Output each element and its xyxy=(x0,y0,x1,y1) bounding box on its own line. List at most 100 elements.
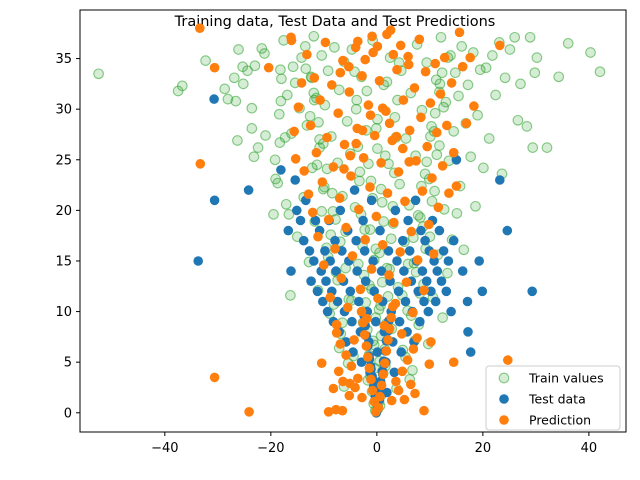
data-point xyxy=(280,198,292,210)
data-point xyxy=(273,108,285,120)
data-point xyxy=(451,208,463,219)
data-point xyxy=(300,63,312,75)
data-point xyxy=(393,167,404,177)
points-layer xyxy=(93,23,606,418)
data-point xyxy=(515,78,526,90)
data-point xyxy=(465,151,477,163)
data-point xyxy=(446,78,457,88)
data-point xyxy=(469,101,479,111)
data-point xyxy=(341,222,351,233)
legend-label: Train values xyxy=(528,371,604,386)
data-point xyxy=(244,407,254,417)
data-point xyxy=(364,224,376,235)
data-point xyxy=(448,235,459,246)
data-point xyxy=(228,72,240,84)
data-point xyxy=(365,110,376,120)
legend: Train values Test data Prediction xyxy=(485,365,621,431)
x-tick-label: −40 xyxy=(151,441,178,456)
legend-marker xyxy=(498,372,510,384)
data-point xyxy=(372,143,383,154)
data-point xyxy=(432,266,443,276)
data-point xyxy=(397,329,407,339)
data-point xyxy=(232,135,243,146)
data-point xyxy=(430,296,441,307)
data-point xyxy=(384,270,394,280)
data-point xyxy=(410,195,421,206)
data-point xyxy=(407,364,418,376)
data-point xyxy=(351,138,362,149)
y-tick-label: 20 xyxy=(55,204,72,219)
data-point xyxy=(380,358,390,369)
data-point xyxy=(403,59,414,70)
data-point xyxy=(287,61,299,73)
data-point xyxy=(382,29,392,40)
data-point xyxy=(346,361,357,372)
data-point xyxy=(358,153,369,163)
data-point xyxy=(230,95,242,107)
data-point xyxy=(430,58,441,69)
data-point xyxy=(290,175,301,185)
data-point xyxy=(502,225,513,236)
data-point xyxy=(363,100,374,110)
data-point xyxy=(400,133,412,144)
data-point xyxy=(361,341,372,351)
data-point xyxy=(354,175,365,187)
data-point xyxy=(361,85,373,97)
data-point xyxy=(366,195,377,206)
data-point xyxy=(339,164,349,174)
legend-label: Prediction xyxy=(529,413,591,428)
data-point xyxy=(357,125,368,136)
data-point xyxy=(303,189,314,199)
data-point xyxy=(259,48,270,59)
data-point xyxy=(403,215,413,226)
data-point xyxy=(308,30,320,42)
data-point xyxy=(275,64,286,76)
data-point xyxy=(344,390,355,401)
data-point xyxy=(430,74,442,86)
data-point xyxy=(437,312,448,323)
data-point xyxy=(378,216,390,227)
data-point xyxy=(427,173,437,183)
data-point xyxy=(319,260,329,270)
y-tick-label: 25 xyxy=(55,153,72,168)
data-point xyxy=(392,256,402,266)
data-point xyxy=(384,324,395,334)
data-point xyxy=(585,47,596,58)
data-point xyxy=(320,37,331,48)
data-point xyxy=(448,147,459,158)
data-point xyxy=(315,95,325,105)
legend-label: Test data xyxy=(528,392,586,407)
data-point xyxy=(404,157,415,167)
data-point xyxy=(299,41,311,52)
data-point xyxy=(295,215,306,226)
data-point xyxy=(406,226,417,237)
data-point xyxy=(406,379,416,390)
data-point xyxy=(394,316,405,327)
data-point xyxy=(316,358,327,369)
data-point xyxy=(325,292,336,303)
data-point xyxy=(389,367,400,378)
data-point xyxy=(335,67,346,78)
data-point xyxy=(499,72,511,84)
data-point xyxy=(243,185,254,195)
data-point xyxy=(390,205,401,216)
data-point xyxy=(428,249,439,259)
data-point xyxy=(299,166,310,176)
data-point xyxy=(378,369,389,380)
data-point xyxy=(304,246,315,256)
data-point xyxy=(276,73,287,85)
data-point xyxy=(386,395,397,406)
data-point xyxy=(408,344,419,354)
data-point xyxy=(385,233,397,245)
data-point xyxy=(420,66,431,77)
data-point xyxy=(356,306,367,317)
data-point xyxy=(360,276,371,287)
data-point xyxy=(410,388,420,399)
data-point xyxy=(437,161,448,171)
data-point xyxy=(350,382,360,393)
data-point xyxy=(448,357,459,368)
data-point xyxy=(341,115,353,127)
data-point xyxy=(329,42,340,53)
data-point xyxy=(419,285,429,296)
data-point xyxy=(345,150,356,161)
